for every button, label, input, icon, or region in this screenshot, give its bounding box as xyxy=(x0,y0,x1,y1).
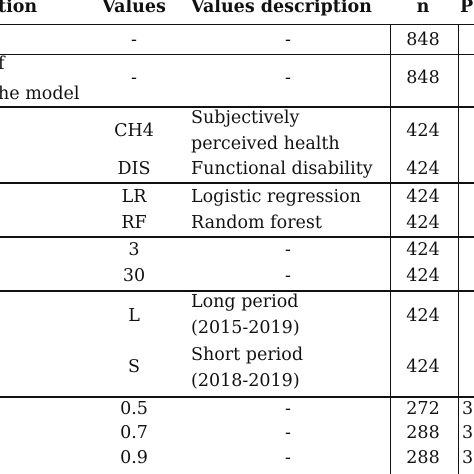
cell-value: DIS xyxy=(117,159,151,179)
cell-attribute: f xyxy=(0,54,5,74)
cell-value: 30 xyxy=(122,266,146,286)
cell-description-line2: (2015-2019) xyxy=(191,318,300,338)
cell-n: 424 xyxy=(406,121,440,141)
cell-n: 424 xyxy=(406,357,440,377)
cell-n: 424 xyxy=(406,213,440,233)
cell-value: 0.5 xyxy=(120,399,148,419)
cell-value: - xyxy=(131,68,137,88)
cell-description: Random forest xyxy=(191,213,322,233)
cell-description: - xyxy=(285,448,291,468)
header-col-values: Values xyxy=(102,0,166,17)
cell-attribute-line2: he model xyxy=(0,84,80,104)
cell-n: 848 xyxy=(406,68,440,88)
group-rule xyxy=(0,106,474,108)
cell-p: 3 xyxy=(462,399,474,419)
cell-value: LR xyxy=(121,187,147,207)
cell-description-line1: Short period xyxy=(191,345,304,365)
cell-description-line1: Subjectively xyxy=(191,108,300,128)
cell-description: - xyxy=(285,240,291,260)
cell-description-line1: Long period xyxy=(191,292,299,312)
cell-description: - xyxy=(285,266,291,286)
cell-value: RF xyxy=(121,213,147,233)
cell-description-line2: perceived health xyxy=(191,134,340,154)
cell-description: - xyxy=(285,423,291,443)
cell-n: 288 xyxy=(406,423,440,443)
cell-n: 288 xyxy=(406,448,440,468)
cell-value: 0.9 xyxy=(120,448,148,468)
cell-n: 424 xyxy=(406,159,440,179)
cell-value: - xyxy=(131,30,137,50)
cell-description: Logistic regression xyxy=(191,187,361,207)
cell-p: 3 xyxy=(462,448,474,468)
cell-description: - xyxy=(285,399,291,419)
cell-n: 424 xyxy=(406,187,440,207)
cell-n: 424 xyxy=(406,306,440,326)
group-rule xyxy=(0,236,474,238)
cell-value: 0.7 xyxy=(120,423,148,443)
cell-value: L xyxy=(128,306,140,326)
header-col-n: n xyxy=(416,0,430,17)
cell-n: 848 xyxy=(406,30,440,50)
cell-description: - xyxy=(285,30,291,50)
cell-value: CH4 xyxy=(114,121,154,141)
group-rule xyxy=(0,290,474,292)
cell-n: 272 xyxy=(406,399,440,419)
group-rule xyxy=(0,396,474,398)
cell-n: 424 xyxy=(406,266,440,286)
row-rule xyxy=(0,54,474,55)
header-col-p: P xyxy=(460,0,474,17)
column-separator xyxy=(458,24,459,474)
cell-description-line2: (2018-2019) xyxy=(191,371,300,391)
group-rule xyxy=(0,182,474,184)
column-separator xyxy=(390,24,391,474)
cell-value: 3 xyxy=(128,240,140,260)
header-col-attribute: tion xyxy=(0,0,38,17)
header-rule xyxy=(0,24,474,25)
header-col-values-description: Values description xyxy=(191,0,372,17)
cell-description: - xyxy=(285,68,291,88)
cell-p: 3 xyxy=(462,423,474,443)
cell-n: 424 xyxy=(406,240,440,260)
cell-value: S xyxy=(128,357,140,377)
cell-description: Functional disability xyxy=(191,159,373,179)
